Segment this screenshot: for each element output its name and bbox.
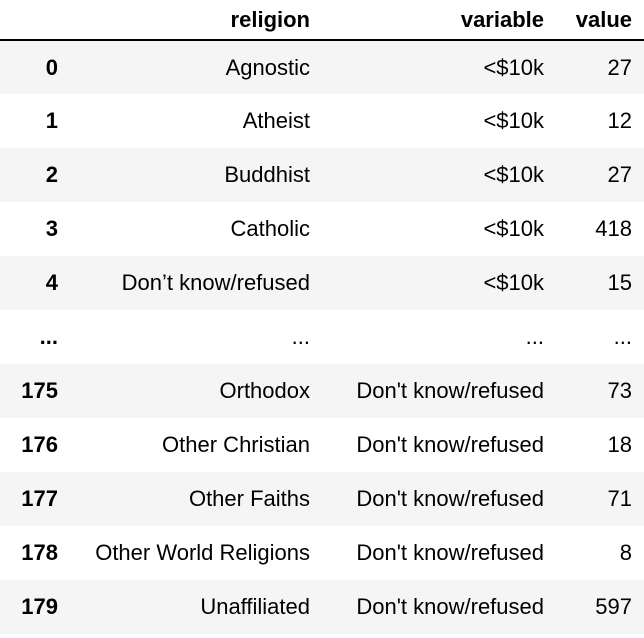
cell-religion: Orthodox: [219, 378, 311, 403]
cell-religion: Buddhist: [224, 162, 310, 187]
row-index: 1: [45, 108, 58, 133]
table-row: 179 Unaffiliated Don't know/refused 597: [0, 580, 644, 634]
cell-religion: ...: [291, 324, 310, 349]
cell-value: 418: [595, 216, 632, 241]
row-index: 179: [21, 594, 58, 619]
table-row: 4 Don’t know/refused <$10k 15: [0, 256, 644, 310]
table-body: 0 Agnostic <$10k 27 1 Atheist <$10k 12 2…: [0, 40, 644, 634]
cell-religion: Atheist: [242, 108, 310, 133]
cell-religion: Other Faiths: [188, 486, 310, 511]
cell-value: 71: [607, 486, 632, 511]
cell-variable: <$10k: [483, 270, 544, 295]
cell-value: 73: [607, 378, 632, 403]
header-index: [0, 0, 70, 41]
cell-variable: Don't know/refused: [356, 486, 544, 511]
table-row: 175 Orthodox Don't know/refused 73: [0, 364, 644, 418]
cell-variable: Don't know/refused: [356, 594, 544, 619]
table-header: religion variable value: [0, 0, 644, 41]
cell-variable: <$10k: [483, 162, 544, 187]
row-index: 0: [45, 54, 58, 80]
table-row: 0 Agnostic <$10k 27: [0, 40, 644, 94]
cell-variable: <$10k: [483, 108, 544, 133]
row-index: 178: [21, 540, 58, 565]
row-index: ...: [39, 324, 58, 349]
table-row: 3 Catholic <$10k 418: [0, 202, 644, 256]
cell-religion: Catholic: [230, 216, 310, 241]
row-index: 176: [21, 432, 58, 457]
cell-religion: Unaffiliated: [200, 594, 310, 619]
table-row: 177 Other Faiths Don't know/refused 71: [0, 472, 644, 526]
cell-religion: Other World Religions: [95, 540, 310, 565]
cell-value: 12: [607, 108, 632, 133]
cell-religion: Agnostic: [225, 54, 310, 80]
header-row: religion variable value: [0, 0, 644, 41]
cell-value: 27: [607, 162, 632, 187]
row-index: 4: [45, 270, 58, 295]
cell-variable: <$10k: [483, 216, 544, 241]
table-row: 176 Other Christian Don't know/refused 1…: [0, 418, 644, 472]
row-index: 3: [45, 216, 58, 241]
cell-variable: Don't know/refused: [356, 378, 544, 403]
ellipsis-row: ... ... ... ...: [0, 310, 644, 364]
cell-variable: Don't know/refused: [356, 432, 544, 457]
table-row: 178 Other World Religions Don't know/ref…: [0, 526, 644, 580]
cell-value: 27: [607, 54, 632, 80]
cell-variable: ...: [525, 324, 544, 349]
row-index: 177: [21, 486, 58, 511]
cell-value: 18: [607, 432, 632, 457]
cell-variable: Don't know/refused: [356, 540, 544, 565]
row-index: 175: [21, 378, 58, 403]
cell-value: 8: [619, 540, 632, 565]
cell-value: ...: [613, 324, 632, 349]
table-row: 1 Atheist <$10k 12: [0, 94, 644, 148]
cell-value: 597: [595, 594, 632, 619]
cell-religion: Other Christian: [162, 432, 310, 457]
cell-religion: Don’t know/refused: [121, 270, 310, 295]
cell-value: 15: [607, 270, 632, 295]
header-variable: variable: [322, 0, 556, 41]
row-index: 2: [45, 162, 58, 187]
table-row: 2 Buddhist <$10k 27: [0, 148, 644, 202]
header-religion: religion: [70, 0, 322, 41]
cell-variable: <$10k: [483, 54, 544, 80]
header-value: value: [556, 0, 644, 41]
